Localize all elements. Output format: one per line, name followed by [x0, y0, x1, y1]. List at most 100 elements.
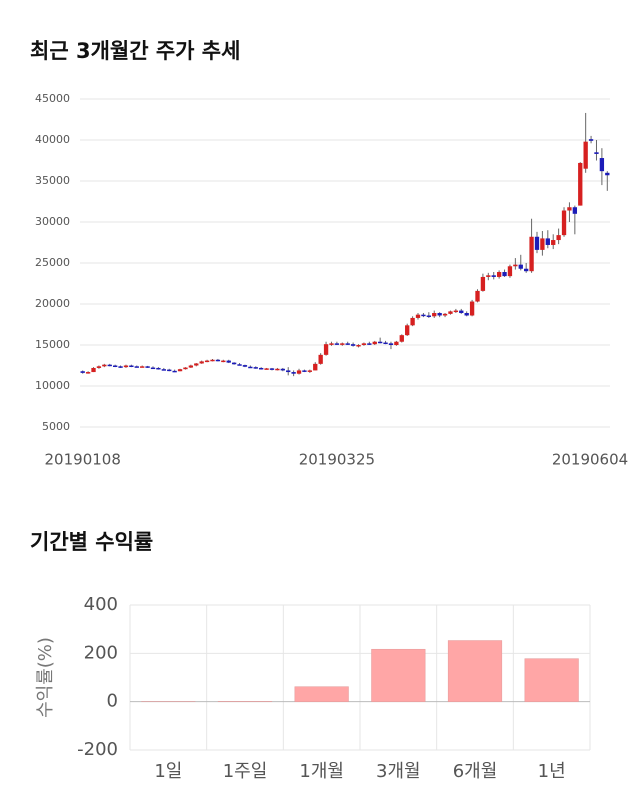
candle-body — [172, 370, 177, 373]
candle-body — [561, 210, 567, 236]
candle-body — [394, 341, 399, 345]
candle-body — [307, 370, 313, 372]
candle-body — [145, 366, 150, 368]
bar — [524, 658, 579, 702]
y-tick-label: 25000 — [35, 256, 70, 269]
bar — [371, 648, 426, 702]
candle-body — [367, 343, 372, 345]
candle-body — [545, 238, 550, 245]
candle-body — [129, 365, 134, 367]
candle-body — [269, 368, 275, 370]
candle-body — [237, 364, 242, 366]
candle-body — [453, 310, 459, 313]
candle-body — [540, 238, 545, 250]
candle-body — [350, 344, 356, 346]
candle-body — [448, 311, 453, 314]
candle-body — [140, 366, 145, 368]
y-tick-label: 200 — [84, 642, 118, 663]
candle-body — [80, 371, 85, 373]
candle-body — [183, 367, 188, 370]
chart-title: 기간별 수익률 — [30, 530, 153, 554]
x-tick-label: 20190108 — [45, 451, 121, 469]
candle-body — [399, 335, 404, 342]
y-tick-label: 10000 — [35, 379, 70, 392]
candle-body — [199, 361, 204, 364]
candle-body — [372, 341, 377, 345]
candle-body — [291, 372, 296, 374]
y-tick-label: 35000 — [35, 174, 70, 187]
candle-body — [524, 268, 529, 272]
candle-body — [112, 365, 118, 367]
candle-body — [302, 370, 307, 372]
x-tick-label: 3개월 — [376, 761, 421, 782]
candle-body — [480, 276, 486, 291]
candle-body — [578, 162, 583, 206]
candle-body — [107, 364, 112, 367]
x-tick-label: 1일 — [154, 761, 182, 782]
candle-body — [410, 317, 415, 326]
candle-body — [91, 367, 96, 373]
candle-body — [507, 266, 513, 277]
candle-body — [551, 240, 556, 245]
candle-body — [588, 139, 594, 141]
candle-body — [253, 367, 258, 369]
x-tick-label: 1년 — [538, 761, 566, 782]
x-tick-label: 20190325 — [299, 451, 375, 469]
candle-body — [383, 342, 388, 345]
y-tick-label: 30000 — [35, 215, 70, 228]
candle-body — [248, 366, 253, 369]
candle-body — [345, 343, 350, 345]
candle-body — [599, 158, 605, 172]
y-tick-label: 5000 — [42, 420, 70, 433]
y-tick-label: 400 — [84, 594, 118, 615]
candle-body — [161, 369, 166, 371]
candle-body — [318, 354, 323, 364]
candle-body — [313, 363, 318, 371]
x-tick-label: 1주일 — [223, 761, 268, 782]
candle-body — [334, 343, 340, 345]
candle-body — [188, 365, 194, 368]
candle-body — [459, 310, 464, 314]
candle-body — [572, 207, 578, 214]
y-axis-label: 수익률(%) — [35, 637, 56, 718]
y-tick-label: 45000 — [35, 92, 70, 105]
candle-body — [134, 366, 139, 368]
y-tick-label: 15000 — [35, 338, 70, 351]
candle-body — [167, 369, 172, 372]
candle-body — [496, 272, 502, 277]
candle-body — [215, 359, 221, 362]
candle-body — [437, 313, 442, 316]
candle-body — [518, 264, 523, 269]
candle-body — [340, 343, 345, 345]
y-tick-label: -200 — [77, 739, 118, 760]
candle-body — [226, 360, 231, 363]
x-tick-label: 20190604 — [552, 451, 628, 469]
candle-body — [231, 362, 237, 365]
candle-body — [605, 172, 610, 176]
candle-body — [150, 367, 156, 370]
candle-body — [123, 365, 129, 368]
candle-body — [567, 207, 572, 211]
candle-body — [502, 272, 507, 277]
candle-body — [280, 368, 285, 371]
candle-body — [361, 343, 367, 345]
x-tick-label: 1개월 — [299, 761, 344, 782]
candle-body — [377, 341, 383, 344]
candle-body — [296, 370, 302, 374]
candle-body — [388, 343, 394, 345]
candle-body — [426, 315, 431, 317]
candle-body — [464, 313, 469, 316]
candle-body — [275, 368, 280, 371]
bar — [294, 686, 349, 702]
candle-body — [421, 314, 426, 317]
candle-body — [491, 275, 496, 277]
candle-body — [329, 343, 334, 345]
candle-body — [442, 313, 448, 316]
bar — [447, 640, 503, 702]
candle-body — [405, 325, 410, 336]
candle-body — [469, 301, 475, 316]
candle-body — [529, 236, 534, 272]
candle-body — [242, 365, 248, 367]
candle-body — [583, 141, 588, 169]
